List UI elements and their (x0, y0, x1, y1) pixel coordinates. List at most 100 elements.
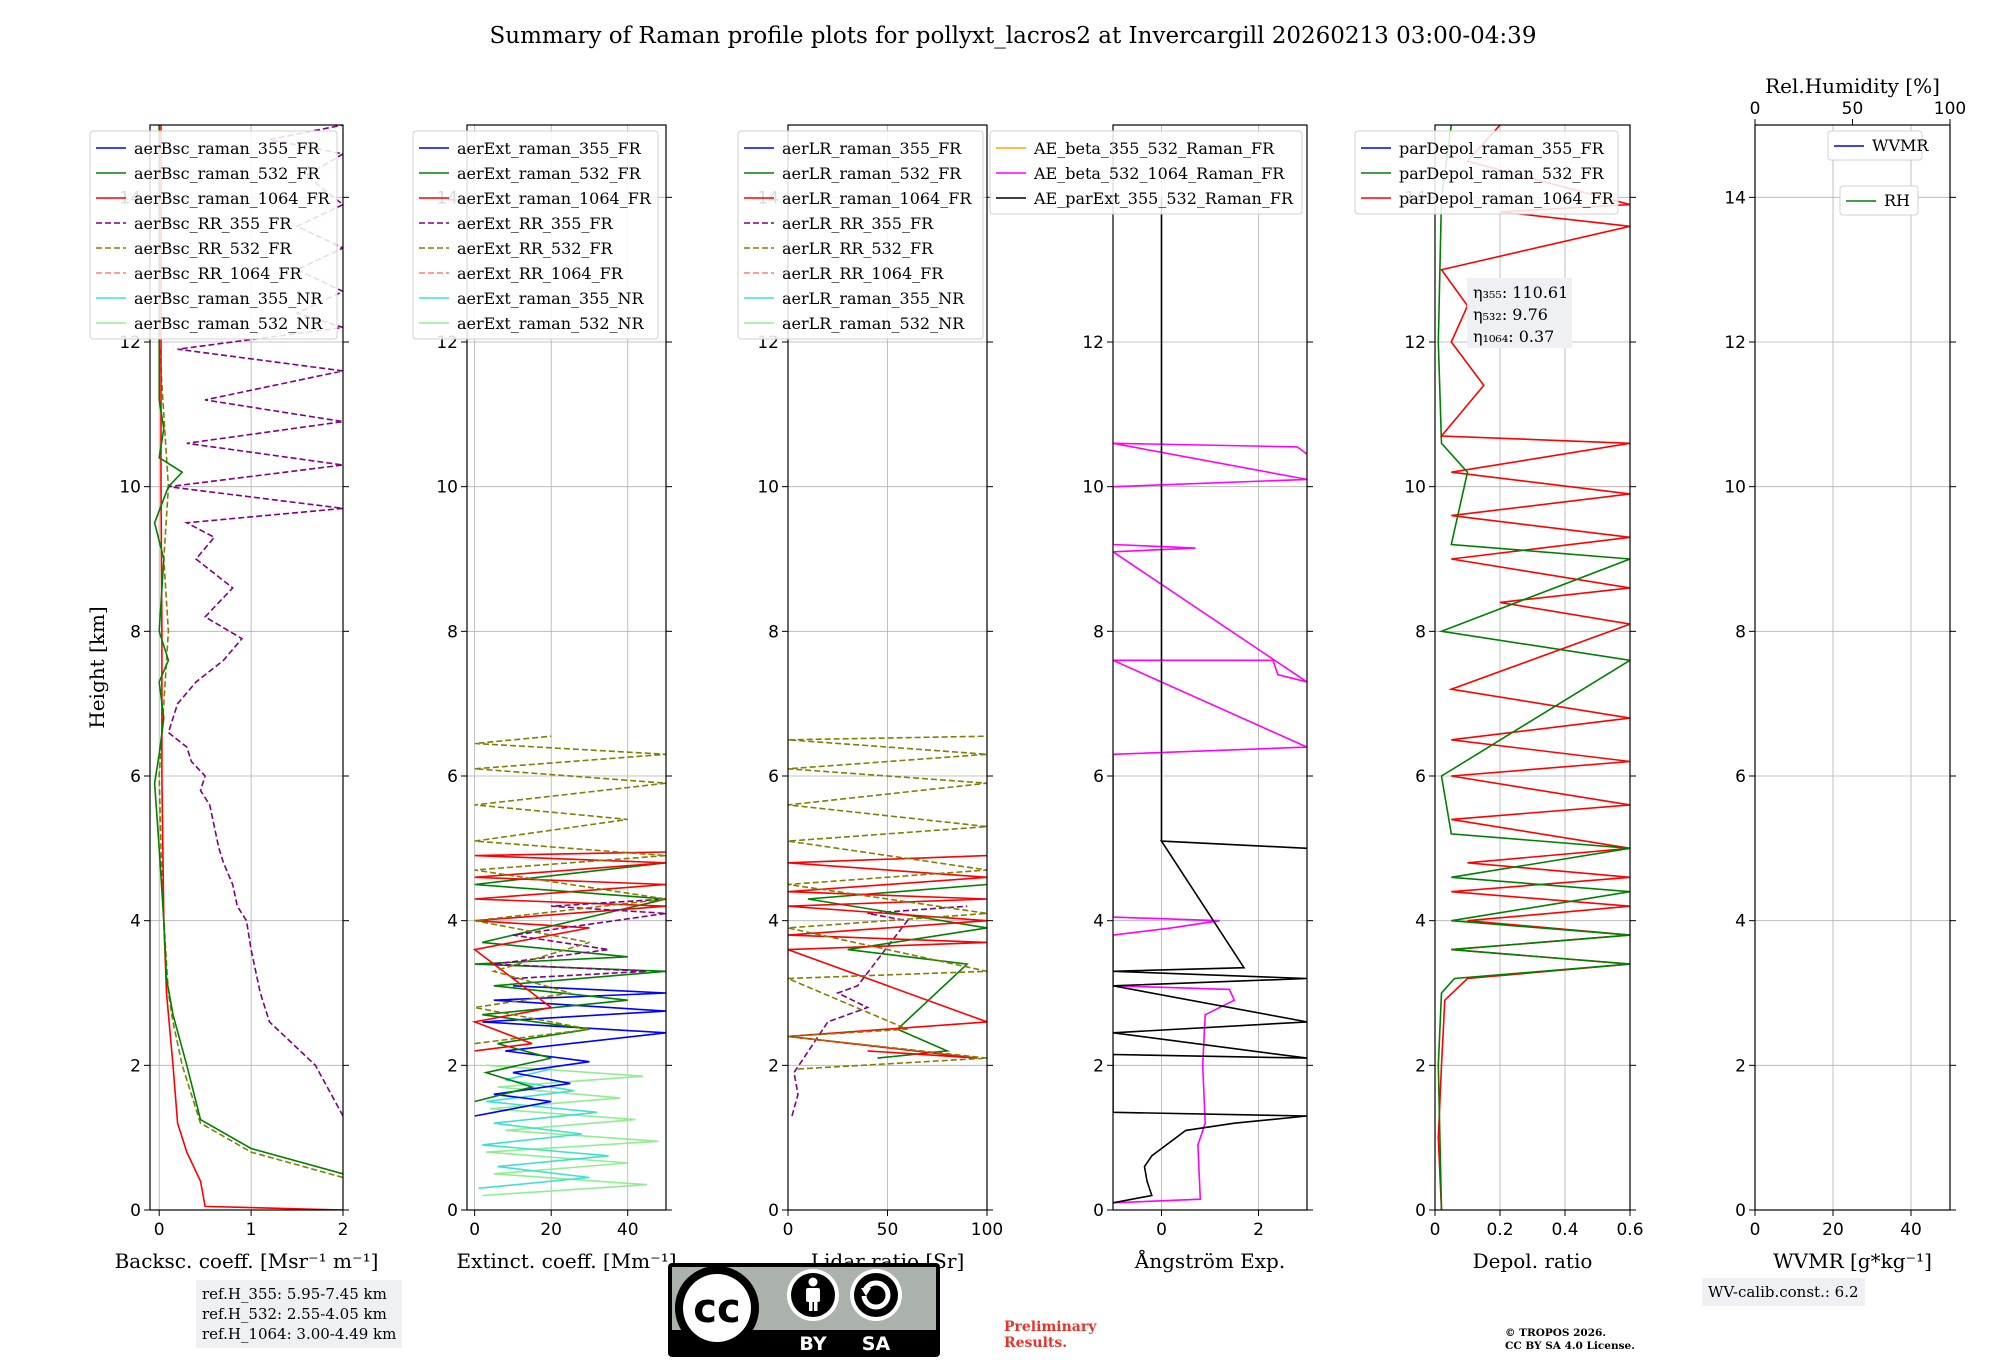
y-tick-label: 2 (1735, 1056, 1746, 1076)
y-tick-label: 10 (436, 478, 458, 498)
legend-label: WVMR (1872, 136, 1929, 155)
y-tick-label: 8 (1093, 622, 1104, 642)
legend-label: aerExt_raman_355_NR (457, 289, 645, 308)
x-tick-label: 40 (1900, 1220, 1922, 1240)
wv-calib-box: WV-calib.const.: 6.2 (1702, 1278, 1865, 1306)
legend-box (1354, 130, 1619, 215)
cc-letters: cc (693, 1286, 740, 1332)
x-tick-label: 100 (971, 1220, 1003, 1240)
legend-box (89, 130, 338, 340)
series-aerLR_RR_532_FR (788, 735, 987, 1070)
y-tick-label: 6 (1415, 767, 1426, 787)
y-tick-label: 12 (1724, 333, 1746, 353)
y-tick-label: 2 (1415, 1056, 1426, 1076)
legend-label: aerBsc_RR_1064_FR (134, 264, 303, 283)
legend-label: aerLR_RR_1064_FR (782, 264, 944, 283)
axes-frame (1434, 124, 1631, 1211)
legend-box (737, 130, 984, 340)
copyright-note: © TROPOS 2026. CC BY SA 4.0 License. (1505, 1327, 1635, 1353)
series-aerLR_raman_1064_FR (788, 854, 987, 1059)
top-tick-label: 50 (1842, 99, 1864, 119)
y-tick-label: 10 (757, 478, 779, 498)
legend-label: aerExt_raman_532_NR (457, 314, 645, 333)
refh-355-text: ref.H_355: 5.95-7.45 km (202, 1285, 387, 1303)
y-tick-label: 12 (1082, 333, 1104, 353)
top-tick-label: 100 (1934, 99, 1966, 119)
axes-frame (466, 124, 667, 1211)
y-tick-label: 10 (1404, 478, 1426, 498)
cc-sa-label: SA (862, 1333, 891, 1355)
top-axis-label: Rel.Humidity [%] (1765, 74, 1940, 98)
series-aerExt_RR_355_FR (493, 898, 666, 980)
eta-text-eta532: η₅₃₂: 9.76 (1473, 305, 1548, 324)
legend-label: aerBsc_RR_355_FR (134, 214, 292, 233)
y-tick-label: 0 (130, 1201, 141, 1221)
legend-label: aerExt_RR_532_FR (457, 239, 614, 258)
eta-text-eta355: η₃₅₅: 110.61 (1473, 283, 1568, 302)
refh-532-text: ref.H_532: 2.55-4.05 km (202, 1305, 387, 1323)
series-group (471, 735, 666, 1197)
legend-label: parDepol_raman_532_FR (1399, 164, 1605, 183)
y-tick-label: 4 (447, 912, 458, 932)
copyright-line-1: © TROPOS 2026. (1505, 1327, 1607, 1339)
legend-label: aerExt_raman_355_FR (457, 139, 642, 158)
series-aerBsc_raman_532_FR (153, 125, 343, 1175)
legend-label: aerBsc_raman_355_NR (134, 289, 323, 308)
cc-by-label: BY (799, 1333, 826, 1355)
reference-height-box: ref.H_355: 5.95-7.45 km ref.H_532: 2.55-… (196, 1280, 403, 1348)
x-tick-label: 50 (877, 1220, 899, 1240)
series-group (1113, 197, 1307, 1204)
y-tick-label: 6 (768, 767, 779, 787)
x-tick-label: 0 (469, 1220, 480, 1240)
y-tick-label: 8 (768, 622, 779, 642)
series-aerBsc_RR_532_FR (158, 125, 343, 1179)
legend-label: parDepol_raman_355_FR (1399, 139, 1605, 158)
series-group (788, 735, 987, 1117)
top-tick-label: 0 (1750, 99, 1761, 119)
legend-label: aerLR_RR_532_FR (782, 239, 934, 258)
x-tick-label: 0 (1430, 1220, 1441, 1240)
panel-ae: 0 2 0 2 4 6 8 10 12 Ångström Exp. AE_beta_355_532_… (989, 124, 1313, 1273)
y-tick-label: 8 (1415, 622, 1426, 642)
x-tick-label: 0.4 (1551, 1220, 1578, 1240)
y-tick-label: 2 (768, 1056, 779, 1076)
series-aerExt_raman_355_FR (474, 985, 666, 1117)
legend-label: aerLR_raman_532_FR (782, 164, 962, 183)
x-tick-label: 0.6 (1616, 1220, 1643, 1240)
refh-1064-text: ref.H_1064: 3.00-4.49 km (202, 1325, 397, 1343)
y-tick-label: 6 (1735, 767, 1746, 787)
y-tick-label: 4 (1735, 912, 1746, 932)
y-tick-label: 4 (130, 912, 141, 932)
series-aerBsc_RR_355_FR (167, 125, 343, 1117)
y-tick-label: 8 (130, 622, 141, 642)
x-axis-label: Backsc. coeff. [Msr⁻¹ m⁻¹] (115, 1249, 379, 1273)
legend-label: aerBsc_RR_532_FR (134, 239, 292, 258)
legend-label: aerBsc_raman_532_NR (134, 314, 323, 333)
x-tick-label: 20 (1822, 1220, 1844, 1240)
y-tick-label: 0 (447, 1201, 458, 1221)
x-tick-label: 0 (154, 1220, 165, 1240)
series-AE_beta_532_1064_Raman_FR (1113, 442, 1307, 1204)
y-tick-label: 0 (1735, 1201, 1746, 1221)
y-tick-label: 6 (130, 767, 141, 787)
axes-frame (1112, 124, 1308, 1211)
legend-label: aerBsc_raman_355_FR (134, 139, 320, 158)
y-tick-label: 8 (1735, 622, 1746, 642)
y-tick-label: 2 (130, 1056, 141, 1076)
x-tick-label: 2 (1253, 1220, 1264, 1240)
series-parDepol_raman_532_FR (1437, 125, 1630, 1210)
legend-label: aerBsc_raman_1064_FR (134, 189, 331, 208)
legend-label: aerLR_raman_532_NR (782, 314, 965, 333)
x-tick-label: 40 (617, 1220, 639, 1240)
y-tick-label: 6 (1093, 767, 1104, 787)
y-tick-label: 10 (119, 478, 141, 498)
wv-calib-text: WV-calib.const.: 6.2 (1708, 1283, 1859, 1301)
preliminary-results-note: Preliminary Results. (1004, 1319, 1096, 1351)
y-tick-label: 0 (1415, 1201, 1426, 1221)
legend-label: aerLR_raman_355_FR (782, 139, 962, 158)
series-aerLR_RR_355_FR (791, 905, 968, 1117)
y-tick-label: 14 (1724, 188, 1746, 208)
x-axis-label: Extinct. coeff. [Mm⁻¹] (456, 1249, 676, 1273)
